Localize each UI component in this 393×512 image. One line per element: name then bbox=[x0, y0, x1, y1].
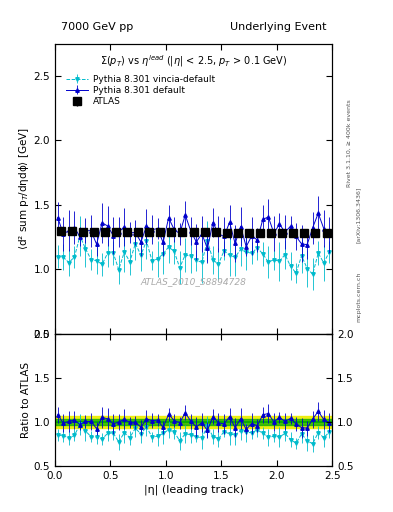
Text: 7000 GeV pp: 7000 GeV pp bbox=[61, 22, 133, 32]
Text: ATLAS_2010_S8894728: ATLAS_2010_S8894728 bbox=[141, 277, 246, 286]
Bar bbox=[55, 419, 332, 424]
Text: Rivet 3.1.10, ≥ 400k events: Rivet 3.1.10, ≥ 400k events bbox=[347, 99, 352, 187]
Text: [arXiv:1306.3436]: [arXiv:1306.3436] bbox=[356, 187, 361, 243]
Text: Underlying Event: Underlying Event bbox=[230, 22, 327, 32]
Y-axis label: ⟨d² sum p$_{T}$/dηdϕ⟩ [GeV]: ⟨d² sum p$_{T}$/dηdϕ⟩ [GeV] bbox=[17, 127, 31, 250]
Text: $\Sigma$$(p_{T})$ vs $\eta^{lead}$ ($|\eta|$ < 2.5, $p_{T}$ > 0.1 GeV): $\Sigma$$(p_{T})$ vs $\eta^{lead}$ ($|\e… bbox=[100, 54, 287, 70]
X-axis label: |η| (leading track): |η| (leading track) bbox=[143, 485, 244, 496]
Legend: Pythia 8.301 vincia-default, Pythia 8.301 default, ATLAS: Pythia 8.301 vincia-default, Pythia 8.30… bbox=[62, 71, 219, 110]
Bar bbox=[55, 416, 332, 428]
Text: mcplots.cern.ch: mcplots.cern.ch bbox=[356, 272, 361, 322]
Y-axis label: Ratio to ATLAS: Ratio to ATLAS bbox=[21, 362, 31, 438]
